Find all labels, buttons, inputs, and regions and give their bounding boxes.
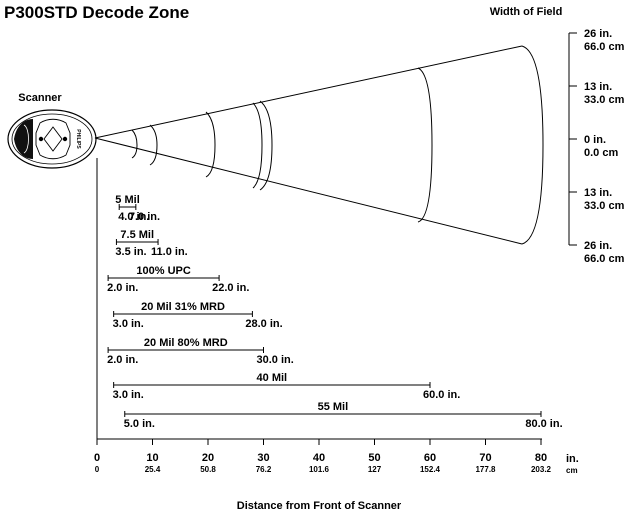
range-label: 40 Mil: [257, 372, 288, 384]
x-tick-in: 40: [313, 452, 325, 464]
scanner-icon: PHILIPS: [7, 109, 97, 169]
decode-zone-cone: [94, 45, 544, 245]
width-tick-in: 13 in.: [584, 81, 612, 93]
x-tick-cm: 127: [368, 465, 382, 474]
width-tick-cm: 66.0 cm: [584, 253, 625, 265]
x-tick-cm: 76.2: [256, 465, 272, 474]
x-tick-cm: 50.8: [200, 465, 216, 474]
x-tick-cm: 203.2: [531, 465, 552, 474]
range-end-label: 30.0 in.: [257, 354, 294, 366]
width-tick-in: 26 in.: [584, 28, 612, 40]
width-tick-in: 0 in.: [584, 134, 606, 146]
range-start-label: 2.0 in.: [107, 354, 138, 366]
width-of-field-header: Width of Field: [490, 6, 563, 18]
range-start-label: 3.0 in.: [113, 389, 144, 401]
width-of-field-scale: 26 in. 66.0 cm 13 in. 33.0 cm 0 in. 0.0 …: [568, 28, 625, 265]
x-tick-in: 30: [257, 452, 269, 464]
x-tick-cm: 25.4: [145, 465, 161, 474]
x-tick-in: 80: [535, 452, 547, 464]
width-tick-cm: 0.0 cm: [584, 147, 618, 159]
x-unit-in: in.: [566, 453, 579, 465]
x-tick-cm: 101.6: [309, 465, 330, 474]
range-end-label: 28.0 in.: [245, 318, 282, 330]
x-axis-label: Distance from Front of Scanner: [237, 500, 402, 512]
width-tick-in: 26 in.: [584, 240, 612, 252]
x-tick-cm: 152.4: [420, 465, 441, 474]
x-unit-cm: cm: [566, 466, 578, 475]
x-tick-in: 70: [479, 452, 491, 464]
range-label: 7.5 Mil: [120, 229, 154, 241]
range-label: 55 Mil: [318, 401, 349, 413]
page-title: P300STD Decode Zone: [4, 3, 189, 22]
width-tick-cm: 66.0 cm: [584, 41, 625, 53]
x-tick-cm: 0: [95, 465, 100, 474]
range-label: 20 Mil 80% MRD: [144, 337, 228, 349]
range-end-label: 11.0 in.: [151, 246, 188, 258]
range-end-label: 7.0 in.: [129, 211, 160, 223]
range-label: 100% UPC: [136, 265, 190, 277]
x-tick-in: 50: [368, 452, 380, 464]
x-tick-in: 10: [146, 452, 158, 464]
range-end-label: 22.0 in.: [212, 282, 249, 294]
range-label: 5 Mil: [115, 194, 139, 206]
width-tick-in: 13 in.: [584, 187, 612, 199]
width-tick-cm: 33.0 cm: [584, 94, 625, 106]
range-end-label: 80.0 in.: [525, 418, 562, 430]
range-start-label: 3.5 in.: [115, 246, 146, 258]
x-tick-in: 60: [424, 452, 436, 464]
range-start-label: 4.0 in.: [118, 211, 149, 223]
range-start-label: 5.0 in.: [124, 418, 155, 430]
scanner-label: Scanner: [18, 92, 62, 104]
range-start-label: 3.0 in.: [113, 318, 144, 330]
range-end-label: 60.0 in.: [423, 389, 460, 401]
range-start-label: 2.0 in.: [107, 282, 138, 294]
range-label: 20 Mil 31% MRD: [141, 301, 225, 313]
width-tick-cm: 33.0 cm: [584, 200, 625, 212]
scanner-brand-text: PHILIPS: [75, 129, 81, 149]
x-tick-in: 20: [202, 452, 214, 464]
x-tick-cm: 177.8: [475, 465, 496, 474]
decode-ranges: 5 Mil 4.0 in.7.0 in. 7.5 Mil 3.5 in. 11.0 in…: [107, 194, 563, 430]
x-tick-in: 0: [94, 452, 100, 464]
